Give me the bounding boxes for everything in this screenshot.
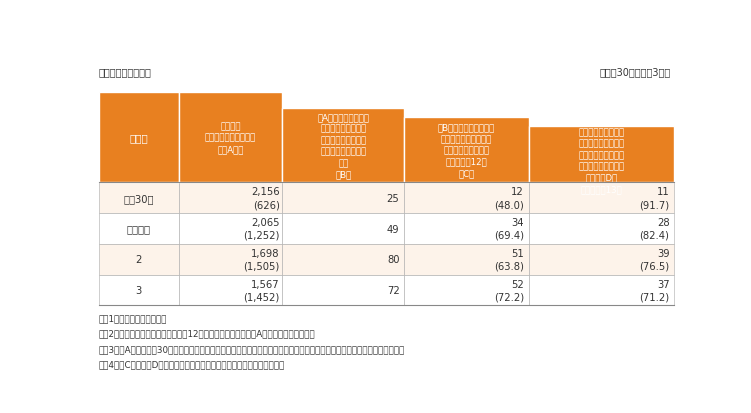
- Text: 72: 72: [387, 285, 400, 295]
- Text: 出院者数
（保護観察が終了した
者（A））: 出院者数 （保護観察が終了した 者（A））: [205, 122, 256, 154]
- Bar: [98, 93, 179, 183]
- Bar: [282, 244, 404, 275]
- Bar: [529, 118, 674, 127]
- Text: 39
(76.5): 39 (76.5): [639, 248, 669, 271]
- Text: 3: 3: [135, 285, 142, 295]
- Text: 注　1　法務省調査による。: 注 1 法務省調査による。: [98, 313, 167, 323]
- Bar: [529, 183, 674, 214]
- Text: 1,567
(1,452): 1,567 (1,452): [243, 279, 279, 301]
- Bar: [282, 109, 404, 183]
- Bar: [282, 275, 404, 306]
- Text: 52
(72.2): 52 (72.2): [494, 279, 524, 301]
- Text: 28
(82.4): 28 (82.4): [640, 218, 669, 240]
- Text: 34
(69.4): 34 (69.4): [494, 218, 524, 240]
- Text: 1,698
(1,505): 1,698 (1,505): [243, 248, 279, 271]
- Bar: [529, 127, 674, 183]
- Text: 2　「出院者数」は、【指標番号12】における「出院者数（A）」と対応している。: 2 「出院者数」は、【指標番号12】における「出院者数（A）」と対応している。: [98, 329, 315, 338]
- Bar: [404, 214, 529, 244]
- Bar: [282, 93, 674, 109]
- Text: 25: 25: [387, 193, 400, 203]
- Text: 4　（C）及び（D）の（　）内は、指標に該当する人員の割合である。: 4 （C）及び（D）の（ ）内は、指標に該当する人員の割合である。: [98, 359, 285, 368]
- Text: 51
(63.8): 51 (63.8): [494, 248, 524, 271]
- Bar: [282, 214, 404, 244]
- Bar: [179, 214, 282, 244]
- Text: 11
(91.7): 11 (91.7): [639, 187, 669, 210]
- Text: 49: 49: [387, 224, 400, 234]
- Text: 80: 80: [387, 255, 400, 265]
- Text: 令和元年: 令和元年: [127, 224, 151, 234]
- Text: （平成30年～令和3年）: （平成30年～令和3年）: [600, 67, 671, 77]
- Text: 3　（A）は、平成30年１月以降に少年院を仮退院した者のうち、各年中に保護観察が終了した者について計上している。: 3 （A）は、平成30年１月以降に少年院を仮退院した者のうち、各年中に保護観察が…: [98, 344, 405, 353]
- Bar: [529, 214, 674, 244]
- Text: （B）のうち、出院時又
は保護観察期間中に復
学・進学決定した者
【指標番号12】
（C）: （B）のうち、出院時又 は保護観察期間中に復 学・進学決定した者 【指標番号12…: [438, 123, 495, 178]
- Bar: [404, 275, 529, 306]
- Text: 2,156
(626): 2,156 (626): [251, 187, 279, 210]
- Bar: [98, 183, 179, 214]
- Bar: [282, 183, 404, 214]
- Text: （保護観察終了時）: （保護観察終了時）: [98, 67, 152, 77]
- Text: （C）のうち、保護観
察期間中に高等学校
等を卒業した者又は
保護観察終了時に高
等学校等に在学して
いる者（D）
【指標番号13】: （C）のうち、保護観 察期間中に高等学校 等を卒業した者又は 保護観察終了時に高…: [575, 116, 628, 194]
- Bar: [179, 275, 282, 306]
- Text: 年　次: 年 次: [129, 133, 148, 143]
- Text: 2: 2: [135, 255, 142, 265]
- Bar: [404, 183, 529, 214]
- Bar: [98, 244, 179, 275]
- Text: 37
(71.2): 37 (71.2): [639, 279, 669, 301]
- Bar: [98, 275, 179, 306]
- Bar: [404, 109, 674, 118]
- Bar: [529, 275, 674, 306]
- Text: （A）のうち、少年院
において修学支援を
実施し、出院時点で
復学・進学を希望す
る者
（B）: （A）のうち、少年院 において修学支援を 実施し、出院時点で 復学・進学を希望す…: [318, 113, 369, 179]
- Bar: [404, 118, 529, 183]
- Bar: [179, 93, 282, 183]
- Text: 2,065
(1,252): 2,065 (1,252): [243, 218, 279, 240]
- Text: 平成30年: 平成30年: [123, 193, 154, 203]
- Bar: [404, 244, 529, 275]
- Bar: [529, 244, 674, 275]
- Bar: [98, 214, 179, 244]
- Bar: [179, 183, 282, 214]
- Text: 12
(48.0): 12 (48.0): [494, 187, 524, 210]
- Bar: [179, 244, 282, 275]
